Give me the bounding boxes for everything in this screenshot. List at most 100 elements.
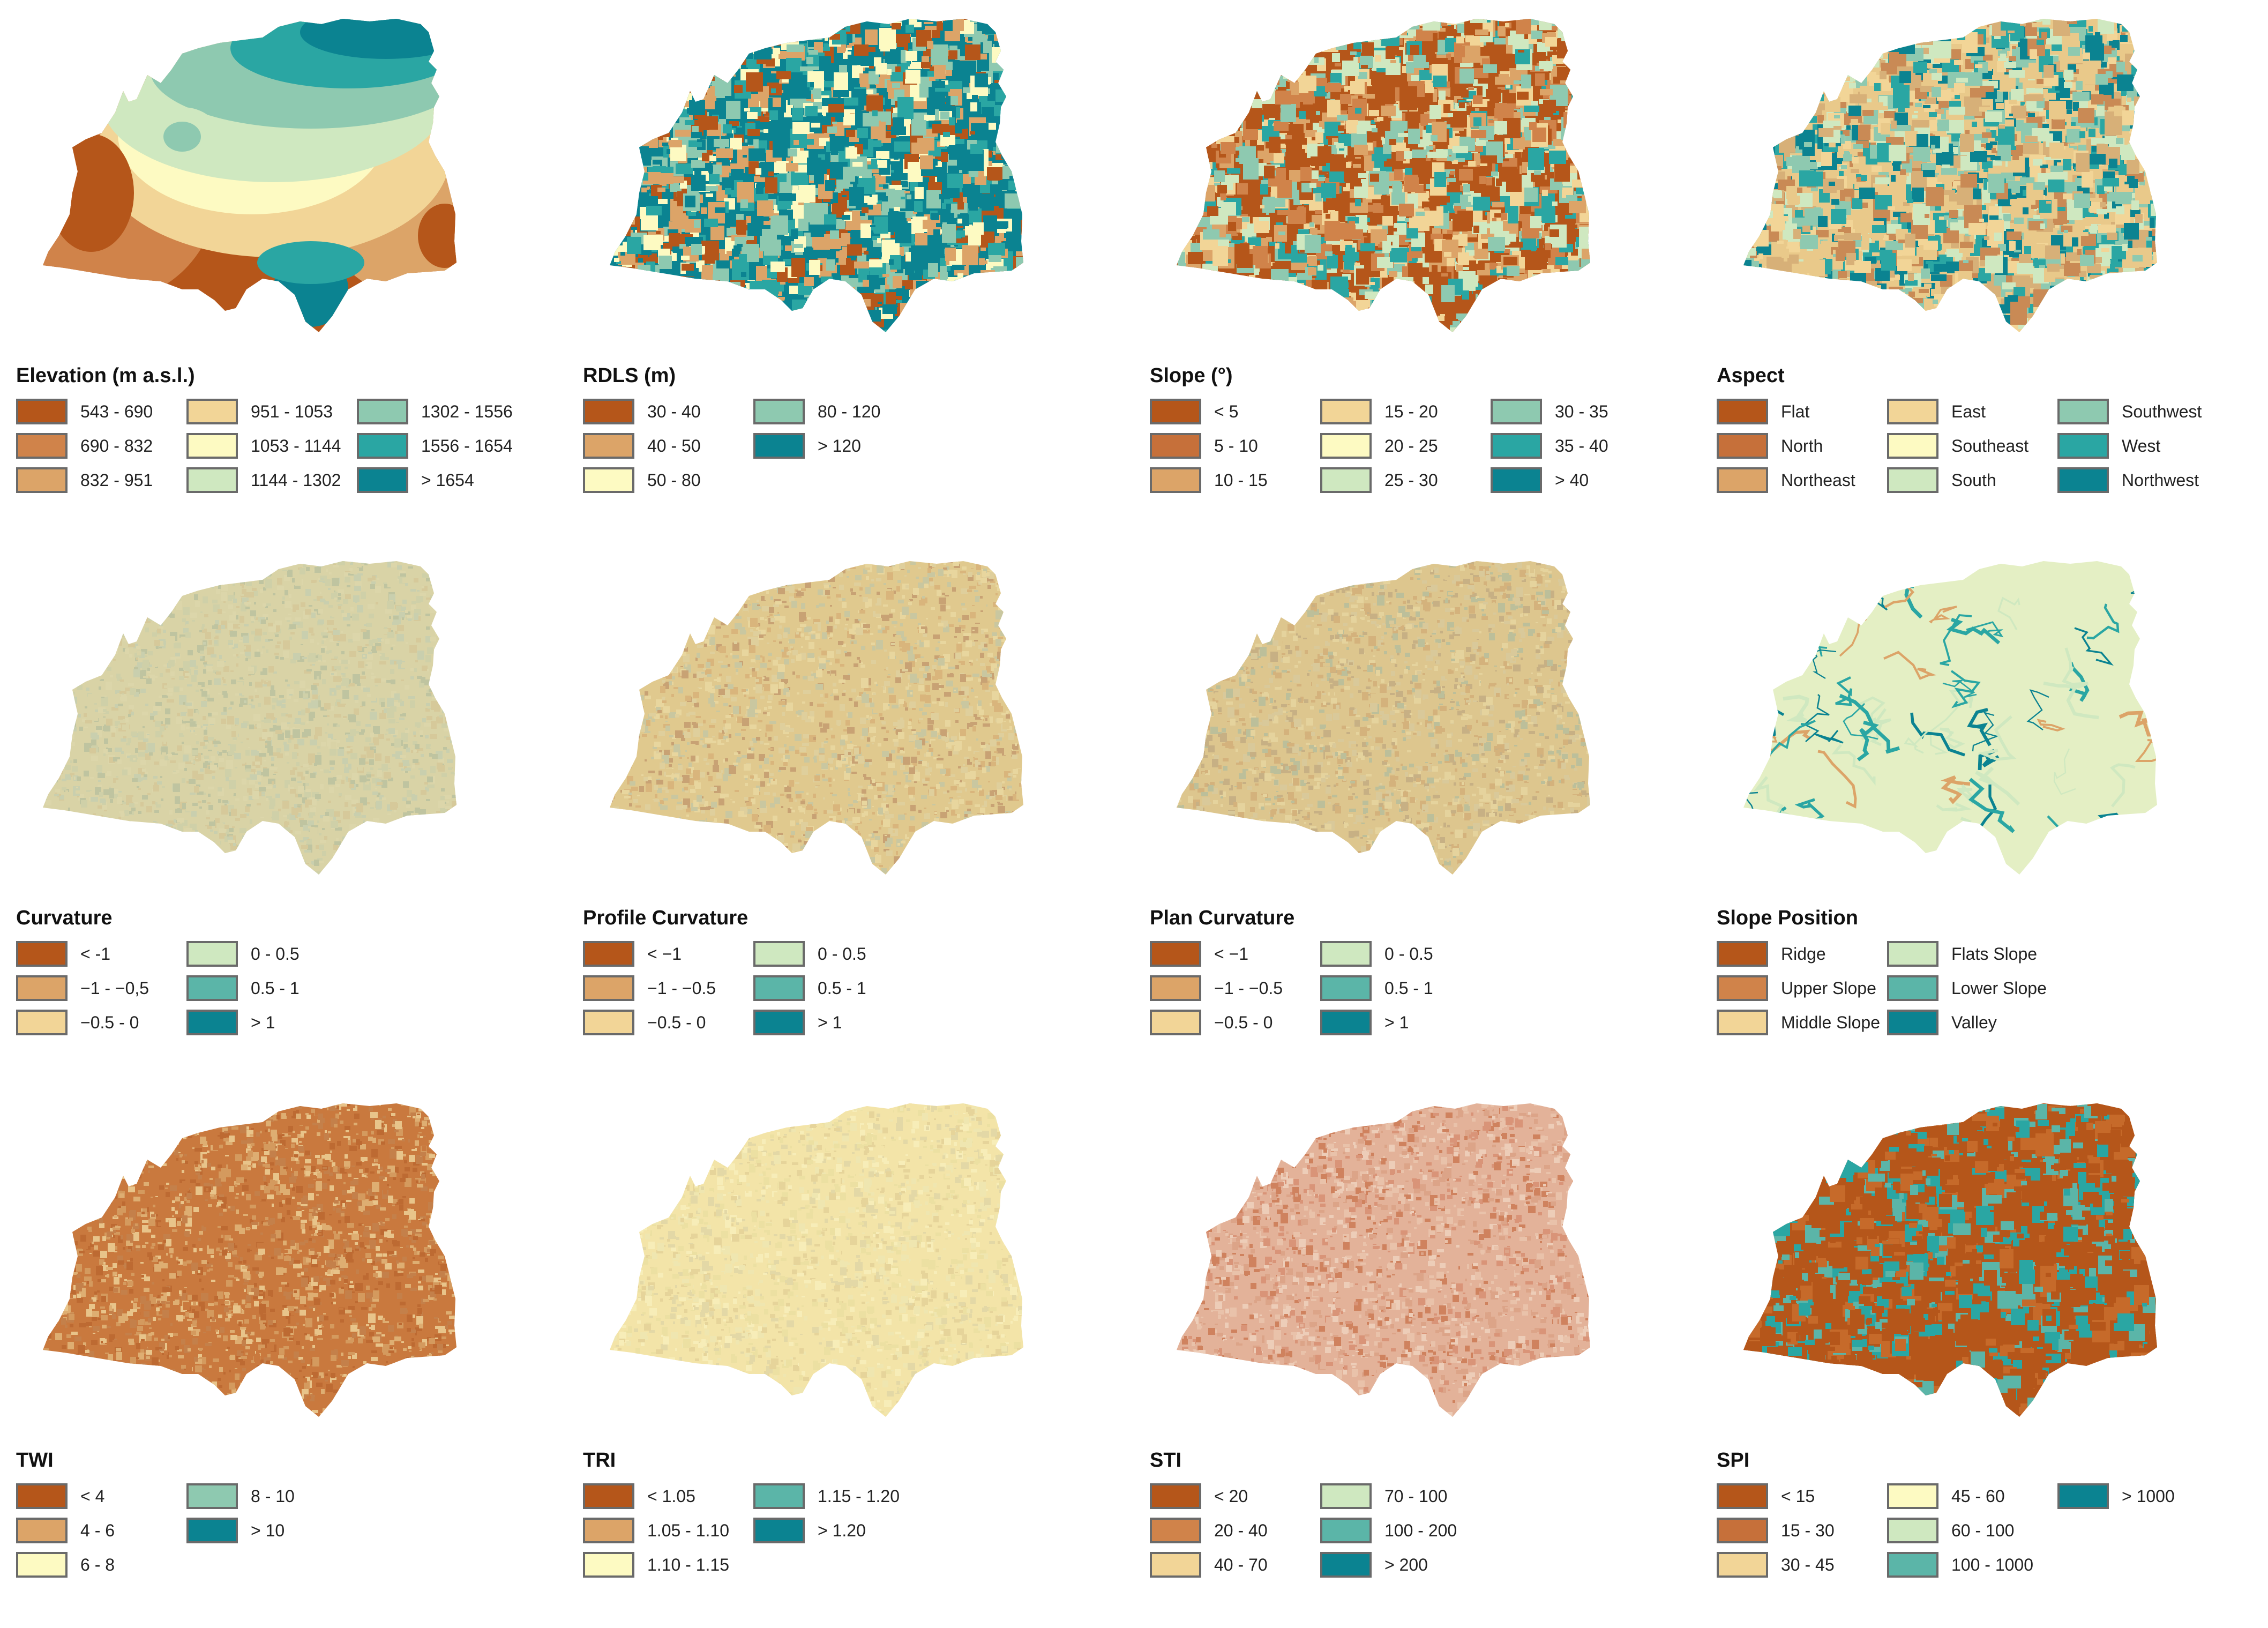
legend-swatch [1320, 1552, 1372, 1578]
legend-label: Northeast [1781, 471, 1855, 490]
legend-swatch [1717, 941, 1768, 967]
legend-label: −0.5 - 0 [80, 1013, 139, 1033]
legend-label: Northwest [2122, 471, 2199, 490]
legend-swatch [16, 467, 68, 493]
legend-swatch [1887, 1552, 1938, 1578]
legend-swatch [16, 1518, 68, 1543]
legend-label: 1.10 - 1.15 [647, 1555, 729, 1575]
legend-item: < 20 [1150, 1481, 1248, 1511]
legend-item: 20 - 40 [1150, 1515, 1268, 1545]
map-raster [43, 19, 456, 332]
legend-label: North [1781, 436, 1823, 456]
legend-label: 690 - 832 [80, 436, 153, 456]
map-panel: Plan Curvature < −1 −1 - −0.5 −0.5 - 0 0 - 0… [1134, 542, 1701, 1085]
legend: Flat North Northeast East Southeast South Sout… [1717, 397, 2263, 536]
legend-label: Flat [1781, 402, 1809, 422]
map-panel: Curvature < -1 −1 - −0,5 −0.5 - 0 0 - 0.5 0.5… [0, 542, 567, 1085]
legend-item: North [1717, 431, 1823, 461]
legend-swatch [16, 1552, 68, 1578]
legend-label: > 1.20 [818, 1521, 866, 1541]
legend-item: 15 - 20 [1320, 397, 1438, 427]
legend-label: > 120 [818, 436, 861, 456]
legend: < 5 5 - 10 10 - 15 15 - 20 20 - 25 25 - 30 30 … [1150, 397, 1696, 536]
legend-label: < −1 [647, 944, 682, 964]
legend-swatch [1887, 1010, 1938, 1035]
legend-item: East [1887, 397, 1986, 427]
legend-swatch [1150, 1010, 1201, 1035]
legend-item: 80 - 120 [753, 397, 880, 427]
legend-item: > 40 [1491, 465, 1589, 495]
legend-item: < 4 [16, 1481, 104, 1511]
legend-label: 1144 - 1302 [251, 471, 341, 490]
map-raster [1177, 19, 1590, 332]
legend-swatch [583, 399, 634, 424]
legend-swatch [1717, 975, 1768, 1001]
legend-item: 951 - 1053 [186, 397, 333, 427]
legend-item: Flats Slope [1887, 939, 2037, 969]
thematic-map [588, 553, 1124, 907]
legend-item: 1556 - 1654 [357, 431, 513, 461]
map-raster [1743, 19, 2157, 332]
legend-swatch [186, 941, 238, 967]
legend-item: < 1.05 [583, 1481, 695, 1511]
legend-swatch [1717, 1518, 1768, 1543]
legend-swatch [1320, 467, 1372, 493]
legend-swatch [753, 941, 805, 967]
legend-swatch [1320, 399, 1372, 424]
legend-item: 4 - 6 [16, 1515, 115, 1545]
legend-swatch [186, 1010, 238, 1035]
legend-item: > 1 [753, 1007, 842, 1037]
legend: < 20 20 - 40 40 - 70 70 - 100 100 - 200 > 200 [1150, 1481, 1696, 1620]
legend-label: 100 - 1000 [1951, 1555, 2033, 1575]
legend: 543 - 690 690 - 832 832 - 951 951 - 1053 105… [16, 397, 563, 536]
map-panel: Slope Position Ridge Upper Slope Middle Slo… [1701, 542, 2267, 1085]
legend-item: South [1887, 465, 1996, 495]
map-panel: TWI < 4 4 - 6 6 - 8 8 - 10 > 10 [0, 1085, 567, 1627]
legend-item: > 200 [1320, 1550, 1428, 1580]
legend-title: Elevation (m a.s.l.) [16, 364, 195, 387]
map-raster [1743, 561, 2157, 875]
legend-item: > 120 [753, 431, 861, 461]
legend: < −1 −1 - −0.5 −0.5 - 0 0 - 0.5 0.5 - 1 > 1 [583, 939, 1129, 1078]
legend-label: −0.5 - 0 [647, 1013, 706, 1033]
thematic-map [1722, 553, 2258, 907]
map-raster [610, 1103, 1023, 1417]
legend-swatch [1887, 1483, 1938, 1509]
legend-swatch [1887, 975, 1938, 1001]
thematic-map [21, 553, 557, 907]
legend-label: 1.05 - 1.10 [647, 1521, 729, 1541]
legend-swatch [1150, 1483, 1201, 1509]
map-raster [1177, 561, 1590, 875]
legend-item: −0.5 - 0 [583, 1007, 706, 1037]
legend-swatch [753, 399, 805, 424]
map-panel: TRI < 1.05 1.05 - 1.10 1.10 - 1.15 1.15 - 1.… [567, 1085, 1134, 1627]
legend-swatch [1717, 467, 1768, 493]
legend-title: Plan Curvature [1150, 907, 1294, 930]
legend-label: 10 - 15 [1214, 471, 1268, 490]
legend-label: 1302 - 1556 [421, 402, 513, 422]
legend-swatch [2057, 467, 2109, 493]
legend-label: 0 - 0.5 [818, 944, 866, 964]
legend-swatch [1320, 1483, 1372, 1509]
legend-item: 10 - 15 [1150, 465, 1268, 495]
legend-item: West [2057, 431, 2160, 461]
legend-label: < 1.05 [647, 1487, 695, 1506]
legend-swatch [1150, 941, 1201, 967]
legend-label: 50 - 80 [647, 471, 701, 490]
legend: < −1 −1 - −0.5 −0.5 - 0 0 - 0.5 0.5 - 1 > 1 [1150, 939, 1696, 1078]
legend-item: 40 - 70 [1150, 1550, 1268, 1580]
legend-label: Upper Slope [1781, 979, 1876, 998]
legend-swatch [186, 1518, 238, 1543]
legend-item: > 1000 [2057, 1481, 2175, 1511]
legend-label: 8 - 10 [251, 1487, 295, 1506]
legend-label: West [2122, 436, 2160, 456]
legend-swatch [16, 975, 68, 1001]
legend-item: −1 - −0.5 [1150, 973, 1283, 1003]
legend-item: > 1654 [357, 465, 474, 495]
legend-item: −1 - −0,5 [16, 973, 149, 1003]
legend-item: > 1 [1320, 1007, 1409, 1037]
legend-swatch [1887, 1518, 1938, 1543]
legend-label: −1 - −0.5 [647, 979, 716, 998]
legend-label: < 5 [1214, 402, 1238, 422]
legend-label: 0.5 - 1 [251, 979, 300, 998]
